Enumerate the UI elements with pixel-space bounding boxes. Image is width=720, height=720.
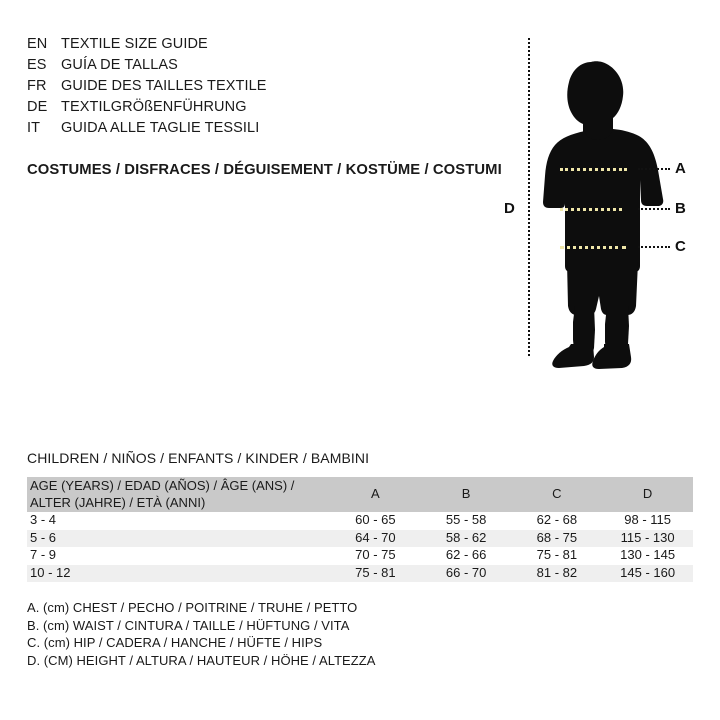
cell-d: 98 - 115	[624, 512, 671, 528]
cell-d: 130 - 145	[620, 547, 676, 563]
waist-leader-line	[638, 208, 670, 210]
cell-a: 60 - 65	[355, 512, 396, 528]
figure-label-b: B	[675, 200, 686, 217]
language-title-fr: GUIDE DES TAILLES TEXTILE	[61, 78, 267, 94]
cell-d: 145 - 160	[620, 564, 676, 580]
language-row-en: EN TEXTILE SIZE GUIDE	[27, 36, 487, 57]
cell-age: 10 - 12	[30, 564, 71, 580]
child-silhouette-icon	[543, 61, 664, 369]
table-row: 7 - 9 70 - 75 62 - 66 75 - 81 130 - 145	[27, 547, 693, 565]
col-header-d: D	[642, 486, 653, 502]
language-code-de: DE	[27, 99, 48, 115]
language-code-en: EN	[27, 36, 48, 52]
chest-measure-line-inner	[560, 168, 627, 171]
table-header-row: AGE (YEARS) / EDAD (AÑOS) / ÂGE (ANS) / …	[27, 477, 693, 512]
costumes-subtitle: COSTUMES / DISFRACES / DÉGUISEMENT / KOS…	[27, 162, 502, 178]
language-title-de: TEXTILGRÖßENFÜHRUNG	[61, 99, 247, 115]
col-header-a: A	[371, 486, 380, 502]
cell-a: 75 - 81	[355, 564, 396, 580]
language-row-fr: FR GUIDE DES TAILLES TEXTILE	[27, 78, 487, 99]
legend-item-c: C. (cm) HIP / CADERA / HANCHE / HÜFTE / …	[27, 635, 323, 650]
table-row: 5 - 6 64 - 70 58 - 62 68 - 75 115 - 130	[27, 529, 693, 547]
legend-item-d: D. (CM) HEIGHT / ALTURA / HAUTEUR / HÖHE…	[27, 652, 376, 668]
cell-a: 64 - 70	[355, 529, 396, 545]
language-row-es: ES GUÍA DE TALLAS	[27, 57, 487, 78]
cell-b: 66 - 70	[445, 564, 487, 580]
waist-measure-line-inner	[560, 208, 622, 211]
legend-item-a: A. (cm) CHEST / PECHO / POITRINE / TRUHE…	[27, 600, 358, 615]
cell-c: 68 - 75	[536, 529, 578, 545]
size-table-header: AGE (YEARS) / EDAD (AÑOS) / ÂGE (ANS) / …	[27, 477, 693, 512]
table-caption: CHILDREN / NIÑOS / ENFANTS / KINDER / BA…	[27, 450, 370, 466]
measurement-figure: A B C D	[495, 30, 710, 370]
cell-c: 75 - 81	[536, 547, 578, 563]
cell-c: 62 - 68	[536, 512, 578, 528]
cell-age: 3 - 4	[30, 512, 57, 528]
figure-label-a: A	[675, 160, 686, 177]
legend-item-b: B. (cm) WAIST / CINTURA / TAILLE / HÜFTU…	[27, 617, 350, 633]
hip-leader-line	[638, 246, 670, 248]
cell-b: 55 - 58	[445, 512, 487, 528]
size-table-body: 3 - 4 60 - 65 55 - 58 62 - 68 98 - 115 5…	[27, 512, 693, 582]
cell-b: 62 - 66	[445, 547, 487, 563]
size-table: AGE (YEARS) / EDAD (AÑOS) / ÂGE (ANS) / …	[27, 477, 693, 582]
cell-b: 58 - 62	[445, 529, 487, 545]
table-row: 10 - 12 75 - 81 66 - 70 81 - 82 145 - 16…	[27, 564, 693, 582]
measurement-legend: A. (cm) CHEST / PECHO / POITRINE / TRUHE…	[27, 600, 527, 670]
cell-age: 7 - 9	[30, 547, 57, 563]
cell-a: 70 - 75	[355, 547, 396, 563]
language-row-it: IT GUIDA ALLE TAGLIE TESSILI	[27, 120, 487, 141]
cell-c: 81 - 82	[536, 564, 578, 580]
size-table-section: CHILDREN / NIÑOS / ENFANTS / KINDER / BA…	[27, 450, 693, 582]
language-code-es: ES	[27, 57, 47, 73]
language-title-es: GUÍA DE TALLAS	[61, 57, 178, 73]
cell-age: 5 - 6	[30, 529, 57, 545]
language-heading-list: EN TEXTILE SIZE GUIDE ES GUÍA DE TALLAS …	[27, 36, 487, 141]
language-title-it: GUIDA ALLE TAGLIE TESSILI	[61, 120, 260, 136]
language-code-it: IT	[27, 120, 41, 136]
col-header-age: AGE (YEARS) / EDAD (AÑOS) / ÂGE (ANS) / …	[30, 477, 295, 510]
chest-leader-line	[638, 168, 670, 170]
figure-label-c: C	[675, 238, 686, 255]
hip-measure-line-inner	[560, 246, 626, 249]
table-row: 3 - 4 60 - 65 55 - 58 62 - 68 98 - 115	[27, 512, 693, 530]
language-code-fr: FR	[27, 78, 47, 94]
cell-d: 115 - 130	[620, 529, 675, 545]
language-title-en: TEXTILE SIZE GUIDE	[61, 36, 208, 52]
language-row-de: DE TEXTILGRÖßENFÜHRUNG	[27, 99, 487, 120]
col-header-b: B	[461, 486, 471, 502]
height-measure-line-d	[528, 38, 530, 356]
figure-label-d: D	[504, 200, 515, 217]
col-header-c: C	[552, 486, 562, 502]
